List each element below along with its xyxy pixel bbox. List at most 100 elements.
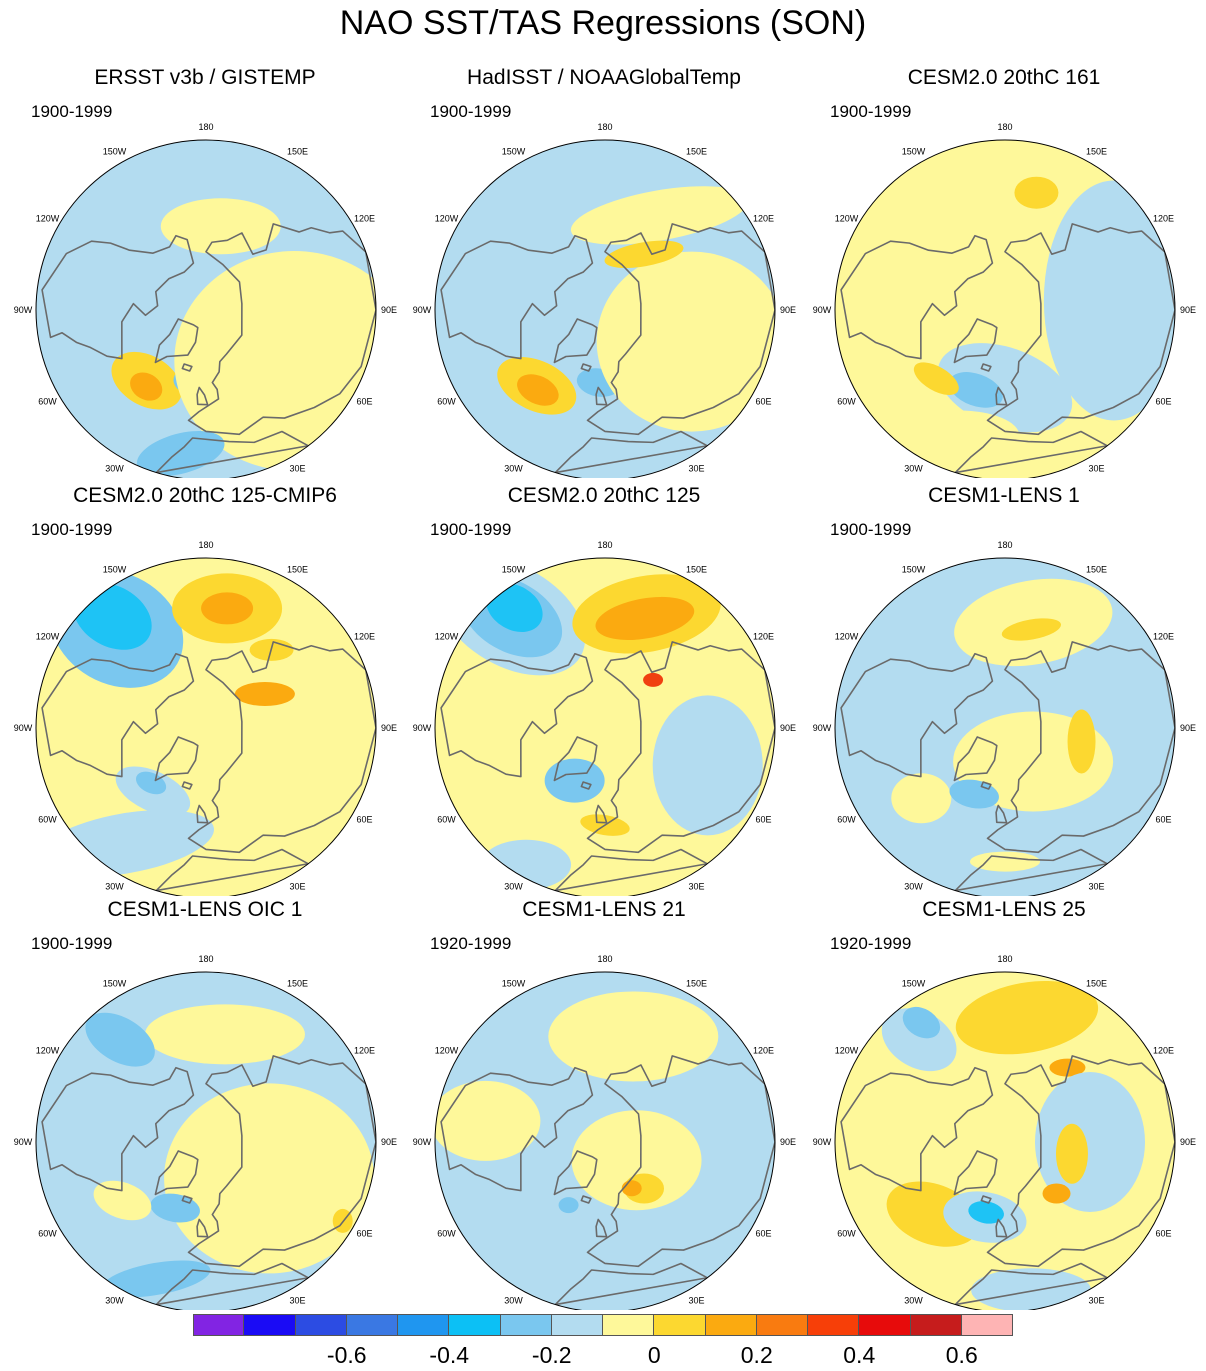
- anomaly-region: [899, 410, 1020, 461]
- coastline: [580, 1195, 592, 1204]
- longitude-label: 180: [997, 122, 1012, 132]
- longitude-label: 30W: [105, 1295, 124, 1305]
- longitude-label: 60W: [837, 815, 856, 825]
- longitude-label: 30E: [289, 881, 305, 891]
- anomaly-region: [604, 240, 684, 269]
- period-label: 1900-1999: [430, 102, 512, 121]
- coastline: [41, 1066, 195, 1192]
- anomaly-region: [913, 362, 959, 395]
- longitude-label: 90W: [813, 1137, 832, 1147]
- map-border: [834, 557, 1176, 896]
- longitude-label: 150W: [502, 979, 526, 989]
- longitude-label: 30W: [504, 463, 523, 473]
- colorbar-tick-label: -0.2: [531, 1342, 572, 1368]
- panel-title: HadISST / NOAAGlobalTemp: [467, 66, 741, 89]
- coastline: [995, 1218, 1008, 1238]
- map-panel: CESM2.0 20thC 125-CMIP6 180 150E 120E 90E 60E…: [5, 484, 405, 896]
- period-label: 1900-1999: [830, 520, 912, 539]
- longitude-label: 30E: [688, 1295, 704, 1305]
- map-panel: CESM1-LENS 25180150E120E90E60E30E030W60W…: [804, 898, 1204, 1310]
- longitude-label: 60E: [755, 397, 771, 407]
- coastline: [995, 804, 1008, 824]
- period-label: 1900-1999: [430, 520, 512, 539]
- map-border: [35, 557, 377, 896]
- longitude-label: 150E: [686, 147, 707, 157]
- longitude-label: 120W: [835, 632, 859, 642]
- longitude-label: 150E: [1086, 147, 1107, 157]
- anomaly-region: [1055, 1123, 1088, 1184]
- longitude-label: 120E: [1153, 214, 1174, 224]
- longitude-label: 180: [597, 540, 612, 550]
- longitude-label: 90E: [780, 1137, 796, 1147]
- longitude-label: 90E: [1180, 723, 1196, 733]
- longitude-label: 150E: [1086, 979, 1107, 989]
- longitude-label: 120W: [435, 1046, 459, 1056]
- longitude-label: 30E: [688, 463, 704, 473]
- longitude-label: 30W: [904, 463, 923, 473]
- longitude-label: 60W: [837, 1229, 856, 1239]
- anomaly-region: [93, 1180, 152, 1221]
- polar-map: 180150E120E90E60E30E030W60W90W120W150W: [413, 954, 796, 1310]
- coastline: [953, 736, 998, 782]
- period-label: 1920-1999: [830, 934, 912, 953]
- polar-map: 180150E120E90E60E30E030W60W90W120W150W: [813, 540, 1196, 896]
- longitude-label: 60W: [437, 1229, 456, 1239]
- anomaly-region: [949, 779, 999, 809]
- colorbar-box: [449, 1314, 501, 1336]
- panel-title: CESM1-LENS OIC 1: [107, 898, 303, 921]
- coastline: [440, 1066, 594, 1192]
- anomaly-region: [135, 771, 167, 795]
- map-panel: CESM2.0 20thC 161180150E120E90E60E30E030…: [804, 66, 1204, 478]
- longitude-label: 150E: [287, 565, 308, 575]
- period-label: 1920-1999: [430, 934, 512, 953]
- polar-map: 180150E120E90E60E30E030W60W90W120W150W: [14, 540, 397, 896]
- longitude-label: 30E: [289, 1295, 305, 1305]
- longitude-label: 120W: [36, 214, 60, 224]
- longitude-label: 180: [997, 540, 1012, 550]
- map-panel: HadISST / NOAAGlobalTemp 180 150E 120E 90E 60…: [404, 66, 804, 478]
- colorbar-box: [295, 1314, 347, 1336]
- coastline: [840, 1066, 994, 1192]
- longitude-label: 180: [997, 954, 1012, 964]
- longitude-label: 90E: [780, 723, 796, 733]
- longitude-label: 90E: [381, 1137, 397, 1147]
- map-border: [35, 971, 377, 1310]
- anomaly-region: [481, 839, 572, 890]
- coastline: [980, 363, 992, 372]
- colorbar-box: [910, 1314, 962, 1336]
- colorbar-tick-label: 0.2: [740, 1342, 773, 1368]
- longitude-label: 120E: [753, 632, 774, 642]
- coastline: [181, 1195, 193, 1204]
- coastline: [995, 386, 1008, 406]
- anomaly-region: [643, 672, 664, 687]
- longitude-label: 60E: [1155, 397, 1171, 407]
- panel-title: CESM1-LENS 1: [928, 484, 1080, 507]
- longitude-label: 150E: [686, 979, 707, 989]
- coastline: [154, 318, 199, 364]
- longitude-label: 180: [198, 954, 213, 964]
- anomaly-region: [937, 343, 1073, 433]
- anomaly-region: [891, 773, 952, 824]
- longitude-label: 30E: [688, 881, 704, 891]
- map-panel: CESM1-LENS 21180150E120E90E60E30E030W60W…: [404, 898, 804, 1310]
- longitude-label: 150E: [287, 147, 308, 157]
- colorbar-box: [551, 1314, 603, 1336]
- colorbar: -0.6 -0.4 -0.2 0 0.2 0.4 0.6: [193, 1314, 1013, 1371]
- coastline: [553, 1150, 598, 1196]
- anomaly-region: [955, 980, 1099, 1055]
- longitude-label: 120W: [435, 632, 459, 642]
- longitude-label: 150W: [103, 979, 127, 989]
- period-label: 1900-1999: [830, 102, 912, 121]
- anomaly-region: [435, 1080, 541, 1161]
- longitude-label: 150W: [902, 565, 926, 575]
- longitude-label: 150W: [502, 147, 526, 157]
- longitude-label: 150W: [502, 565, 526, 575]
- longitude-label: 30W: [105, 881, 124, 891]
- coastline: [840, 234, 994, 360]
- anomaly-region: [1043, 180, 1175, 421]
- longitude-label: 120E: [354, 1046, 375, 1056]
- anomaly-region: [595, 596, 695, 640]
- longitude-label: 60W: [38, 815, 57, 825]
- coastline: [553, 318, 598, 364]
- longitude-label: 150W: [902, 147, 926, 157]
